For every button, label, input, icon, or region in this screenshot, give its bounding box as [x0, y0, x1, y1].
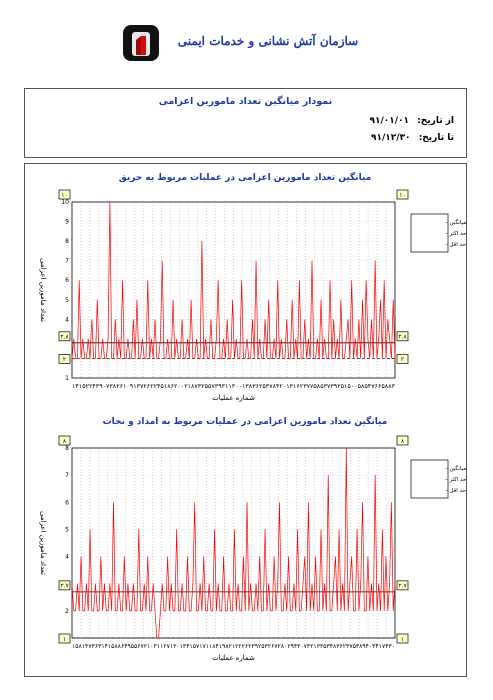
- rescue-operations-chart: میانگین تعداد مامورین اعزامی در عملیات م…: [39, 415, 466, 662]
- legend-entry: میانگین –: [445, 219, 466, 226]
- series-line: [71, 447, 396, 639]
- max-marker-left-label: ۱۰: [61, 192, 67, 199]
- from-date-label: از تاریخ:: [417, 116, 454, 126]
- avg-marker-right: ۲.۷: [396, 580, 409, 591]
- report-title: نمودار میانگین تعداد مامورین اعزامی: [158, 96, 333, 107]
- fire-department-logo-icon: [123, 25, 159, 61]
- y-tick-label: 8: [65, 238, 69, 245]
- org-logo: [120, 22, 162, 64]
- y-tick-label: 10: [61, 199, 69, 206]
- min-marker-right: ۱: [396, 633, 409, 644]
- y-tick-label: 9: [65, 219, 69, 226]
- y-tick-label: 4: [65, 316, 69, 323]
- x-axis-label: شماره عملیات: [212, 654, 255, 662]
- legend-entry: حد اکثر –: [445, 476, 466, 483]
- y-tick-label: 2: [65, 608, 69, 615]
- y-tick-label: 4: [65, 554, 69, 561]
- x-tick-labels: ۱۴۱۵۲۲۴۳۹۰۷۳۸۲۶۱۰۹۱۳۷۲۶۲۲۴۵۱۸۶۲۰۰۲۱۸۷۳۲۵…: [72, 383, 396, 390]
- from-date-row: از تاریخ: ۹۱/۰۱/۰۱: [370, 116, 455, 126]
- y-tick-label: 6: [65, 499, 69, 506]
- org-title: سازمان آتش نشانی و خدمات ایمنی: [177, 34, 359, 48]
- avg-marker-right: ۲.۸: [396, 331, 409, 342]
- from-date-value: ۹۱/۰۱/۰۱: [369, 116, 410, 126]
- x-tick-labels: ۱۵۸۱۴۷۳۶۳۱۴۱۵۸۸۶۴۹۵۵۶۷۲۱۰۳۱۱۲۷۱۳۰۱۳۴۱۵۷۱…: [72, 643, 395, 650]
- min-marker-right-label: ۱: [401, 636, 404, 643]
- y-axis-label: تعداد مامورین اعزامی: [39, 511, 47, 575]
- to-date-value: ۹۱/۱۲/۳۰: [371, 133, 411, 143]
- y-axis-label: تعداد مامورین اعزامی: [39, 258, 47, 322]
- avg-marker-left: ۲.۸: [58, 331, 71, 342]
- y-tick-label: 5: [65, 297, 69, 304]
- grid-lines: [72, 202, 395, 378]
- max-marker-left: ۱۰: [58, 189, 71, 200]
- min-marker-right: ۲: [396, 354, 409, 364]
- to-date-row: تا تاریخ: ۹۱/۱۲/۳۰: [371, 133, 454, 143]
- x-axis-label: شماره عملیات: [212, 394, 255, 402]
- legend-entry: میانگین –: [445, 465, 466, 472]
- avg-marker-left-label: ۲.۸: [60, 334, 69, 341]
- legend: میانگین – حد اکثر – حد اقل –: [410, 213, 466, 253]
- max-marker-right-label: ۸: [401, 438, 405, 445]
- min-marker-right-label: ۲: [401, 356, 404, 363]
- max-marker-left-label: ۸: [63, 438, 67, 445]
- max-marker-right: ۱۰: [396, 189, 409, 200]
- y-tick-label: 7: [65, 258, 69, 265]
- legend-entry: حد اقل –: [445, 242, 466, 248]
- report-info-box: نمودار میانگین تعداد مامورین اعزامی از ت…: [24, 88, 467, 158]
- legend-entry: حد اقل –: [445, 488, 466, 494]
- series-line: [71, 201, 396, 359]
- avg-marker-left: ۲.۷: [58, 580, 71, 591]
- min-marker-left-label: ۱: [63, 636, 66, 643]
- min-marker-left: ۲: [58, 354, 71, 364]
- max-marker-right: ۸: [396, 435, 409, 446]
- y-tick-label: 1: [65, 375, 69, 382]
- chart-title: میانگین تعداد مامورین اعزامی در عملیات م…: [119, 171, 372, 183]
- avg-marker-left-label: ۲.۷: [60, 583, 69, 590]
- fire-operations-chart: میانگین تعداد مامورین اعزامی در عملیات م…: [39, 171, 466, 402]
- avg-marker-right-label: ۲.۷: [398, 583, 407, 590]
- legend: میانگین – حد اکثر – حد اقل –: [410, 459, 466, 499]
- min-marker-left-label: ۲: [63, 356, 66, 363]
- max-marker-left: ۸: [58, 435, 71, 446]
- min-marker-left: ۱: [58, 633, 71, 644]
- y-tick-label: 6: [65, 277, 69, 284]
- y-tick-label: 5: [65, 526, 69, 533]
- y-tick-label: 7: [65, 472, 69, 479]
- legend-entry: حد اکثر –: [445, 230, 466, 237]
- chart-title: میانگین تعداد مامورین اعزامی در عملیات م…: [103, 415, 388, 427]
- to-date-label: تا تاریخ:: [418, 133, 454, 143]
- avg-marker-right-label: ۲.۸: [398, 334, 407, 341]
- charts-container: میانگین تعداد مامورین اعزامی در عملیات م…: [24, 163, 467, 677]
- y-tick-label: 8: [65, 445, 69, 452]
- max-marker-right-label: ۱۰: [399, 192, 405, 199]
